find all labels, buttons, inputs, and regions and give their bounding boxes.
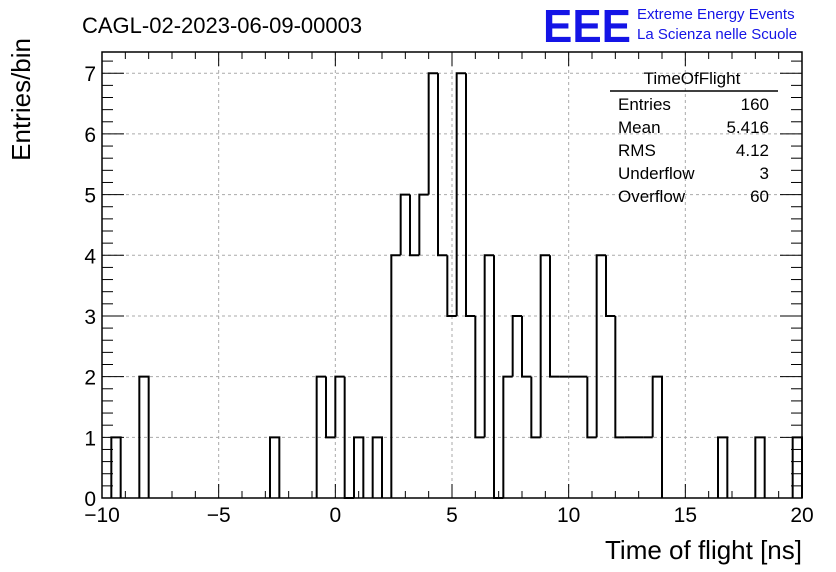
histogram-bin xyxy=(586,376,597,439)
x-axis-title: Time of flight [ns] xyxy=(605,535,802,565)
histogram-bin xyxy=(474,315,485,439)
x-tick-label: 0 xyxy=(329,504,341,527)
histogram-bin xyxy=(521,315,532,378)
histogram-bin xyxy=(269,436,281,498)
stats-label-overflow: Overflow xyxy=(618,187,686,206)
histogram-bin xyxy=(399,193,410,256)
x-tick-label: 10 xyxy=(557,504,580,527)
x-tick-label: −5 xyxy=(207,504,231,527)
histogram-bin xyxy=(390,254,401,498)
histogram-bin xyxy=(791,436,803,498)
histogram-bin xyxy=(437,73,448,257)
stats-value-overflow: 60 xyxy=(750,187,769,206)
y-tick-label: 7 xyxy=(84,63,96,86)
x-tick-labels: −10 −5 0 5 10 15 20 xyxy=(84,504,813,527)
y-tick-label: 4 xyxy=(84,245,96,268)
y-tick-label: 2 xyxy=(84,367,96,390)
y-axis-title: Entries/bin xyxy=(6,38,36,161)
histogram-bin xyxy=(446,255,457,317)
histogram-bin xyxy=(315,375,326,498)
histogram-bin xyxy=(717,436,729,498)
histogram-bin xyxy=(334,375,345,438)
histogram-bin xyxy=(409,194,420,257)
histogram-bin xyxy=(511,314,522,377)
histogram-bin xyxy=(651,375,663,498)
stats-label-mean: Mean xyxy=(618,118,661,137)
histogram-bin xyxy=(595,254,606,438)
stats-label-entries: Entries xyxy=(618,95,671,114)
grid xyxy=(102,52,802,498)
histogram-bars xyxy=(110,72,803,499)
histogram-bin xyxy=(483,254,494,438)
histogram-bin xyxy=(138,375,150,498)
histogram-bin xyxy=(502,375,513,498)
x-tick-label: 20 xyxy=(790,504,813,527)
histogram-bin xyxy=(455,72,466,316)
histogram-bin xyxy=(353,436,365,498)
histogram-bin xyxy=(605,255,616,317)
y-tick-label: 5 xyxy=(84,185,96,208)
histogram-bin xyxy=(418,193,429,256)
y-tick-label: 0 xyxy=(84,488,96,511)
histogram-bin xyxy=(110,436,122,498)
stats-value-entries: 160 xyxy=(741,95,769,114)
stats-title: TimeOfFlight xyxy=(644,69,741,88)
stats-label-rms: RMS xyxy=(618,141,656,160)
stats-box: TimeOfFlight Entries 160 Mean 5.416 RMS … xyxy=(610,69,778,206)
histogram-bin xyxy=(427,72,438,195)
y-tick-label: 3 xyxy=(84,306,96,329)
y-tick-labels: 0 1 2 3 4 5 6 7 xyxy=(84,63,96,511)
y-tick-label: 6 xyxy=(84,124,96,147)
stats-value-rms: 4.12 xyxy=(736,141,769,160)
logo-mark: EEE xyxy=(543,0,631,52)
histogram-bin xyxy=(530,376,541,439)
histogram-bin xyxy=(614,315,625,439)
logo-line1: Extreme Energy Events xyxy=(637,6,795,23)
logo-line2: La Scienza nelle Scuole xyxy=(637,26,797,43)
x-tick-label: −10 xyxy=(84,504,120,527)
histogram-bin xyxy=(549,255,560,378)
axis-ticks xyxy=(101,52,803,499)
histogram-bin xyxy=(371,436,383,498)
histogram-bin xyxy=(754,436,766,498)
histogram-bin xyxy=(325,376,336,439)
eee-logo: EEE Extreme Energy Events La Scienza nel… xyxy=(543,0,797,52)
x-tick-label: 15 xyxy=(674,504,697,527)
chart-title: CAGL-02-2023-06-09-00003 xyxy=(82,13,362,38)
stats-label-underflow: Underflow xyxy=(618,164,695,183)
stats-value-mean: 5.416 xyxy=(726,118,769,137)
stats-value-underflow: 3 xyxy=(760,164,769,183)
x-tick-label: 5 xyxy=(446,504,458,527)
histogram-bin xyxy=(539,254,550,438)
y-tick-label: 1 xyxy=(84,427,96,450)
histogram-bin xyxy=(465,73,476,317)
